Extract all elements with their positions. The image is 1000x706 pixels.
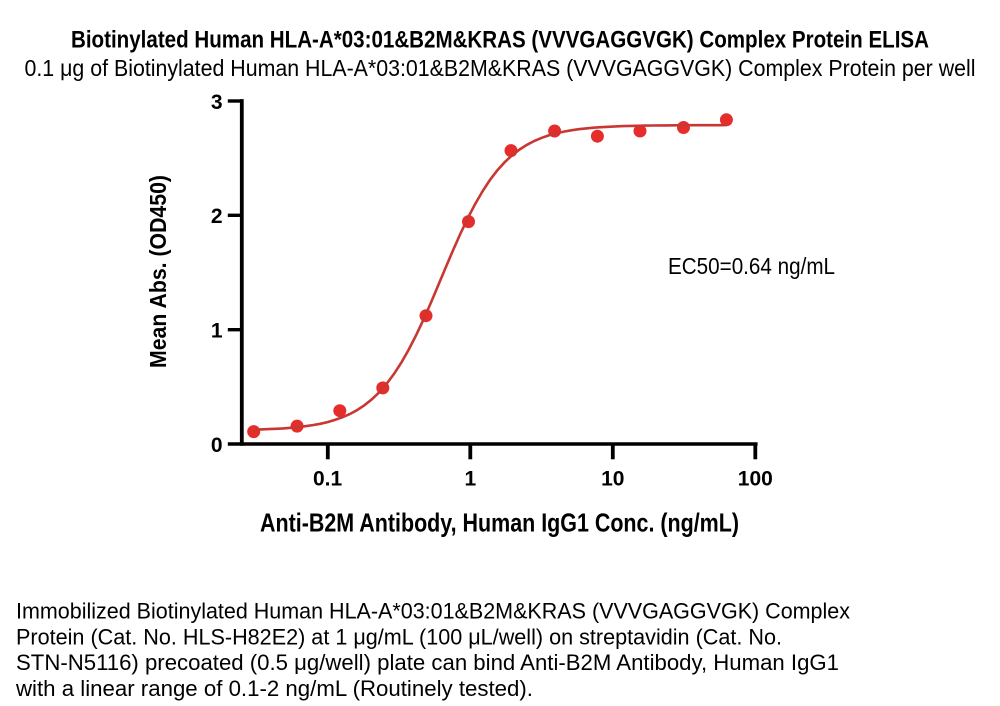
svg-text:10: 10 — [601, 467, 624, 490]
svg-text:3: 3 — [211, 91, 223, 114]
svg-text:1: 1 — [464, 467, 476, 490]
svg-text:0: 0 — [211, 434, 223, 457]
svg-text:0.1: 0.1 — [313, 467, 343, 490]
svg-text:with a linear range of 0.1-2 n: with a linear range of 0.1-2 ng/mL (Rout… — [15, 676, 533, 701]
svg-text:2: 2 — [211, 205, 223, 228]
svg-text:Biotinylated Human HLA-A*03:01: Biotinylated Human HLA-A*03:01&B2M&KRAS … — [71, 27, 929, 54]
svg-text:1: 1 — [211, 320, 223, 343]
svg-text:Immobilized Biotinylated Human: Immobilized Biotinylated Human HLA-A*03:… — [16, 599, 850, 624]
svg-text:Protein (Cat. No. HLS-H82E2) a: Protein (Cat. No. HLS-H82E2) at 1 μg/mL … — [16, 624, 782, 649]
svg-text:EC50=0.64 ng/mL: EC50=0.64 ng/mL — [668, 253, 835, 279]
svg-text:Anti-B2M Antibody, Human IgG1: Anti-B2M Antibody, Human IgG1 Conc. (ng/… — [260, 508, 739, 538]
svg-text:100: 100 — [738, 467, 773, 490]
svg-text:STN-N5116) precoated (0.5 μg/w: STN-N5116) precoated (0.5 μg/well) plate… — [16, 650, 839, 675]
svg-text:Mean Abs. (OD450): Mean Abs. (OD450) — [145, 175, 171, 368]
svg-text:0.1 μg of Biotinylated Human H: 0.1 μg of Biotinylated Human HLA-A*03:01… — [25, 55, 976, 81]
